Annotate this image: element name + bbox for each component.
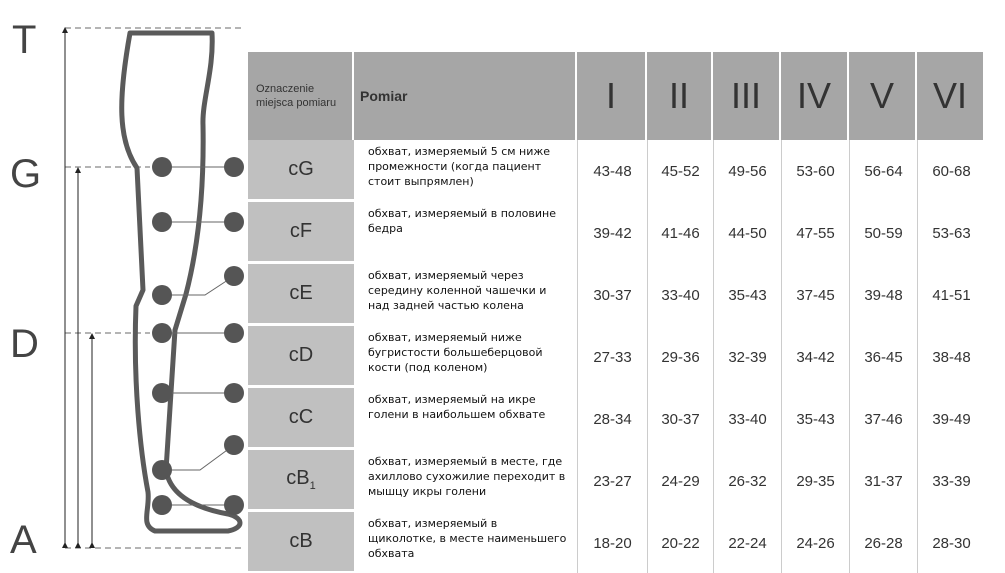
table-row: cD обхват, измеряемый ниже бугристости бо… [248, 326, 985, 388]
code-text: cE [289, 282, 313, 304]
measurement-description: обхват, измеряемый через середину коленн… [368, 269, 547, 312]
size-value: 30-37 [577, 264, 647, 326]
size-value: 32-39 [713, 326, 781, 388]
size-value: 49-56 [713, 140, 781, 202]
leg-diagram [62, 27, 245, 549]
measurement-code: cB1 [248, 450, 354, 512]
size-value: 30-37 [647, 388, 713, 450]
size-table: Oznaczenie miejsca pomiaru Pomiar I II I… [248, 52, 985, 573]
size-value: 29-36 [647, 326, 713, 388]
size-value: 36-45 [849, 326, 917, 388]
measurement-code: cE [248, 264, 354, 326]
measurement-code: cD [248, 326, 354, 388]
measurement-code: cG [248, 140, 354, 202]
size-value: 24-26 [781, 512, 849, 573]
table-row: cC обхват, измеряемый на икре голени в на… [248, 388, 985, 450]
table-row: cE обхват, измеряемый через середину коле… [248, 264, 985, 326]
level-letter-d: D [10, 322, 39, 366]
header-size: V [849, 52, 917, 140]
code-subscript: 1 [309, 480, 316, 492]
size-value: 44-50 [713, 202, 781, 264]
length-arrows [62, 27, 95, 548]
size-value: 26-28 [849, 512, 917, 573]
size-value: 20-22 [647, 512, 713, 573]
measurement-description: обхват, измеряемый на икре голени в наиб… [368, 393, 546, 421]
header-size: I [577, 52, 647, 140]
measurement-description: обхват, измеряемый в щиколотке, в месте … [368, 517, 567, 560]
table-row: cF обхват, измеряемый в половине бедра 39-… [248, 202, 985, 264]
measurement-code: cC [248, 388, 354, 450]
leg-outline [119, 30, 243, 534]
size-value: 31-37 [849, 450, 917, 512]
code-text: cG [288, 158, 314, 180]
level-letter-a: A [10, 518, 37, 562]
size-value: 34-42 [781, 326, 849, 388]
measurement-points [152, 157, 244, 515]
header-size: III [713, 52, 781, 140]
level-letter-t: T [12, 18, 37, 62]
size-value: 41-46 [647, 202, 713, 264]
measurement-description: обхват, измеряемый в половине бедра [368, 207, 556, 235]
size-value: 60-68 [917, 140, 985, 202]
size-value: 47-55 [781, 202, 849, 264]
size-value: 39-48 [849, 264, 917, 326]
header-designation: Oznaczenie miejsca pomiaru [248, 52, 354, 140]
size-value: 24-29 [647, 450, 713, 512]
measurement-description: обхват, измеряемый 5 см ниже промежности… [368, 145, 551, 188]
table-row: cB обхват, измеряемый в щиколотке, в мест… [248, 512, 985, 573]
measurement-code: cB [248, 512, 354, 573]
code-text: cC [288, 406, 314, 428]
size-value: 43-48 [577, 140, 647, 202]
code-text: cD [288, 344, 314, 366]
table-header: Oznaczenie miejsca pomiaru Pomiar I II I… [248, 52, 985, 140]
size-value: 28-30 [917, 512, 985, 573]
size-value: 53-60 [781, 140, 849, 202]
size-value: 53-63 [917, 202, 985, 264]
size-value: 33-40 [647, 264, 713, 326]
size-value: 39-49 [917, 388, 985, 450]
header-size: II [647, 52, 713, 140]
size-value: 45-52 [647, 140, 713, 202]
level-letter-g: G [10, 152, 42, 196]
size-value: 39-42 [577, 202, 647, 264]
size-value: 27-33 [577, 326, 647, 388]
size-value: 28-34 [577, 388, 647, 450]
size-value: 26-32 [713, 450, 781, 512]
header-size: VI [917, 52, 985, 140]
table-row: cG обхват, измеряемый 5 см ниже промежнос… [248, 140, 985, 202]
measurement-description: обхват, измеряемый ниже бугристости боль… [368, 331, 543, 374]
size-value: 38-48 [917, 326, 985, 388]
code-text: cB [286, 467, 310, 489]
header-size: IV [781, 52, 849, 140]
size-value: 33-39 [917, 450, 985, 512]
measurement-description: обхват, измеряемый в месте, где ахиллово… [368, 455, 566, 498]
size-value: 37-46 [849, 388, 917, 450]
size-value: 23-27 [577, 450, 647, 512]
size-value: 41-51 [917, 264, 985, 326]
code-text: cF [289, 220, 313, 242]
size-value: 18-20 [577, 512, 647, 573]
size-value: 56-64 [849, 140, 917, 202]
size-value: 35-43 [713, 264, 781, 326]
header-measurement: Pomiar [354, 52, 577, 140]
size-value: 33-40 [713, 388, 781, 450]
size-value: 22-24 [713, 512, 781, 573]
table-row: cB1 обхват, измеряемый в месте, где ахилл… [248, 450, 985, 512]
size-value: 50-59 [849, 202, 917, 264]
size-value: 29-35 [781, 450, 849, 512]
connector-lines [162, 166, 235, 506]
measurement-code: cF [248, 202, 354, 264]
code-text: cB [289, 530, 313, 552]
size-value: 37-45 [781, 264, 849, 326]
size-value: 35-43 [781, 388, 849, 450]
